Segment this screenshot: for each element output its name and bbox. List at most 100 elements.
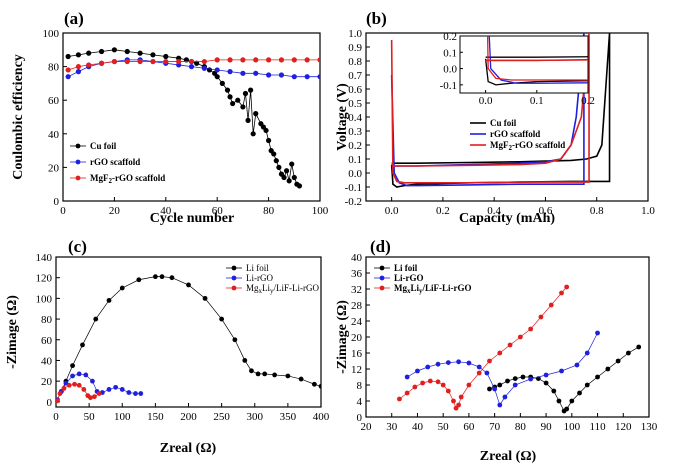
y-tick-label: 80 xyxy=(48,62,60,74)
y-tick-label: 20 xyxy=(41,376,53,388)
data-point xyxy=(227,57,233,63)
plot-area xyxy=(65,47,320,189)
data-point xyxy=(65,74,71,80)
legend-entry: Li foil xyxy=(226,263,269,273)
data-point xyxy=(201,65,207,71)
y-tick-label: 24 xyxy=(351,316,363,328)
data-point xyxy=(304,57,310,63)
data-point xyxy=(636,344,642,350)
x-tick-label: 120 xyxy=(615,421,632,433)
y-tick-label: 1.0 xyxy=(348,28,362,40)
data-point xyxy=(159,274,165,280)
chart-panel-c: 0 50 100 150 200 250 300 350 400 0 20 40 60 80 100 120 1… xyxy=(5,237,330,456)
x-axis-title: Zreal (Ω) xyxy=(160,441,217,456)
x-tick-label: 1.0 xyxy=(641,205,655,217)
data-point xyxy=(133,391,138,396)
data-point xyxy=(240,57,246,63)
inset-x-tick-label: 0.0 xyxy=(479,95,493,107)
data-point xyxy=(574,362,580,368)
data-point xyxy=(412,384,418,390)
data-point xyxy=(119,387,125,392)
data-point xyxy=(249,368,254,374)
data-point xyxy=(93,316,99,322)
subscript: x xyxy=(259,287,263,295)
inset-plot-area xyxy=(484,36,588,86)
inset-y-tick-label: 0.2 xyxy=(443,31,457,43)
data-point xyxy=(425,364,431,370)
data-point xyxy=(466,360,472,366)
data-point xyxy=(291,174,297,181)
data-point xyxy=(626,350,631,356)
data-point xyxy=(466,382,472,388)
subscript: x xyxy=(407,287,411,295)
data-point xyxy=(397,396,402,402)
x-tick-label: 0.4 xyxy=(487,205,501,217)
panel-label: (a) xyxy=(64,9,84,28)
data-point xyxy=(484,370,490,376)
y-tick-label: 0 xyxy=(47,397,53,409)
data-point xyxy=(497,382,503,388)
data-point xyxy=(242,90,249,97)
data-point xyxy=(152,274,158,280)
x-tick-label: 0 xyxy=(53,411,59,423)
data-point xyxy=(119,285,125,291)
data-point xyxy=(98,60,105,66)
y-tick-label: 20 xyxy=(351,332,363,344)
data-point xyxy=(111,58,117,65)
y-tick-label: 4 xyxy=(357,396,363,408)
y-axis-title: Coulombic efficiency xyxy=(11,54,26,180)
y-tick-label: 12 xyxy=(351,364,362,376)
x-tick-label: 200 xyxy=(180,411,197,423)
data-point xyxy=(476,370,482,376)
data-point xyxy=(92,394,97,400)
data-point xyxy=(427,378,433,384)
data-point xyxy=(253,70,259,76)
legend-label: MgF2-rGO scaffold xyxy=(90,173,165,185)
data-point xyxy=(76,371,82,377)
legend-entry: MgxLiy/LiF-Li-rGO xyxy=(226,283,320,295)
x-tick-label: 100 xyxy=(564,421,581,433)
y-tick-label: 32 xyxy=(351,284,362,296)
x-tick-label: 60 xyxy=(463,421,475,433)
data-point xyxy=(298,376,304,382)
data-point xyxy=(584,350,590,356)
y-tick-label: 120 xyxy=(36,273,53,285)
x-tick-label: 150 xyxy=(147,411,164,423)
x-tick-label: 20 xyxy=(109,205,121,217)
data-point xyxy=(242,358,248,363)
data-point xyxy=(255,371,261,377)
data-point xyxy=(512,382,518,388)
data-point xyxy=(528,376,534,382)
data-point xyxy=(278,72,285,78)
x-axis-title: Zreal (Ω) xyxy=(480,449,537,464)
plot-frame xyxy=(62,32,321,202)
data-point xyxy=(227,94,233,100)
series-cu-foil xyxy=(65,47,303,189)
data-point xyxy=(317,74,320,80)
legend-label: MgxLiy/LiF-Li-rGO xyxy=(394,283,472,295)
subscript: 2 xyxy=(509,144,513,152)
data-point xyxy=(248,87,254,93)
inset-y-tick-label: -0.1 xyxy=(440,80,457,92)
x-tick-label: 60 xyxy=(212,205,224,217)
legend-label: Cu foil xyxy=(490,118,517,128)
legend-label: Cu foil xyxy=(90,141,117,151)
data-point xyxy=(318,383,321,389)
series-line xyxy=(390,33,585,187)
data-point xyxy=(56,398,60,404)
series-line xyxy=(406,332,598,406)
y-tick-label: 0.4 xyxy=(348,112,362,124)
data-point xyxy=(65,53,71,60)
data-point xyxy=(271,151,277,157)
x-tick-label: 90 xyxy=(541,421,553,433)
x-tick-label: 400 xyxy=(313,411,330,423)
data-point xyxy=(66,382,72,388)
data-point xyxy=(214,67,220,73)
series-li-foil xyxy=(56,274,321,403)
x-tick-label: 100 xyxy=(114,411,131,423)
chart-panel-a: 0 20 40 60 80 100 0 20 40 60 80 100 (a) Cycle number C… xyxy=(11,9,329,226)
data-point xyxy=(456,359,462,365)
data-point xyxy=(253,111,259,117)
y-tick-label: 0.0 xyxy=(348,168,362,180)
data-point xyxy=(517,334,523,340)
